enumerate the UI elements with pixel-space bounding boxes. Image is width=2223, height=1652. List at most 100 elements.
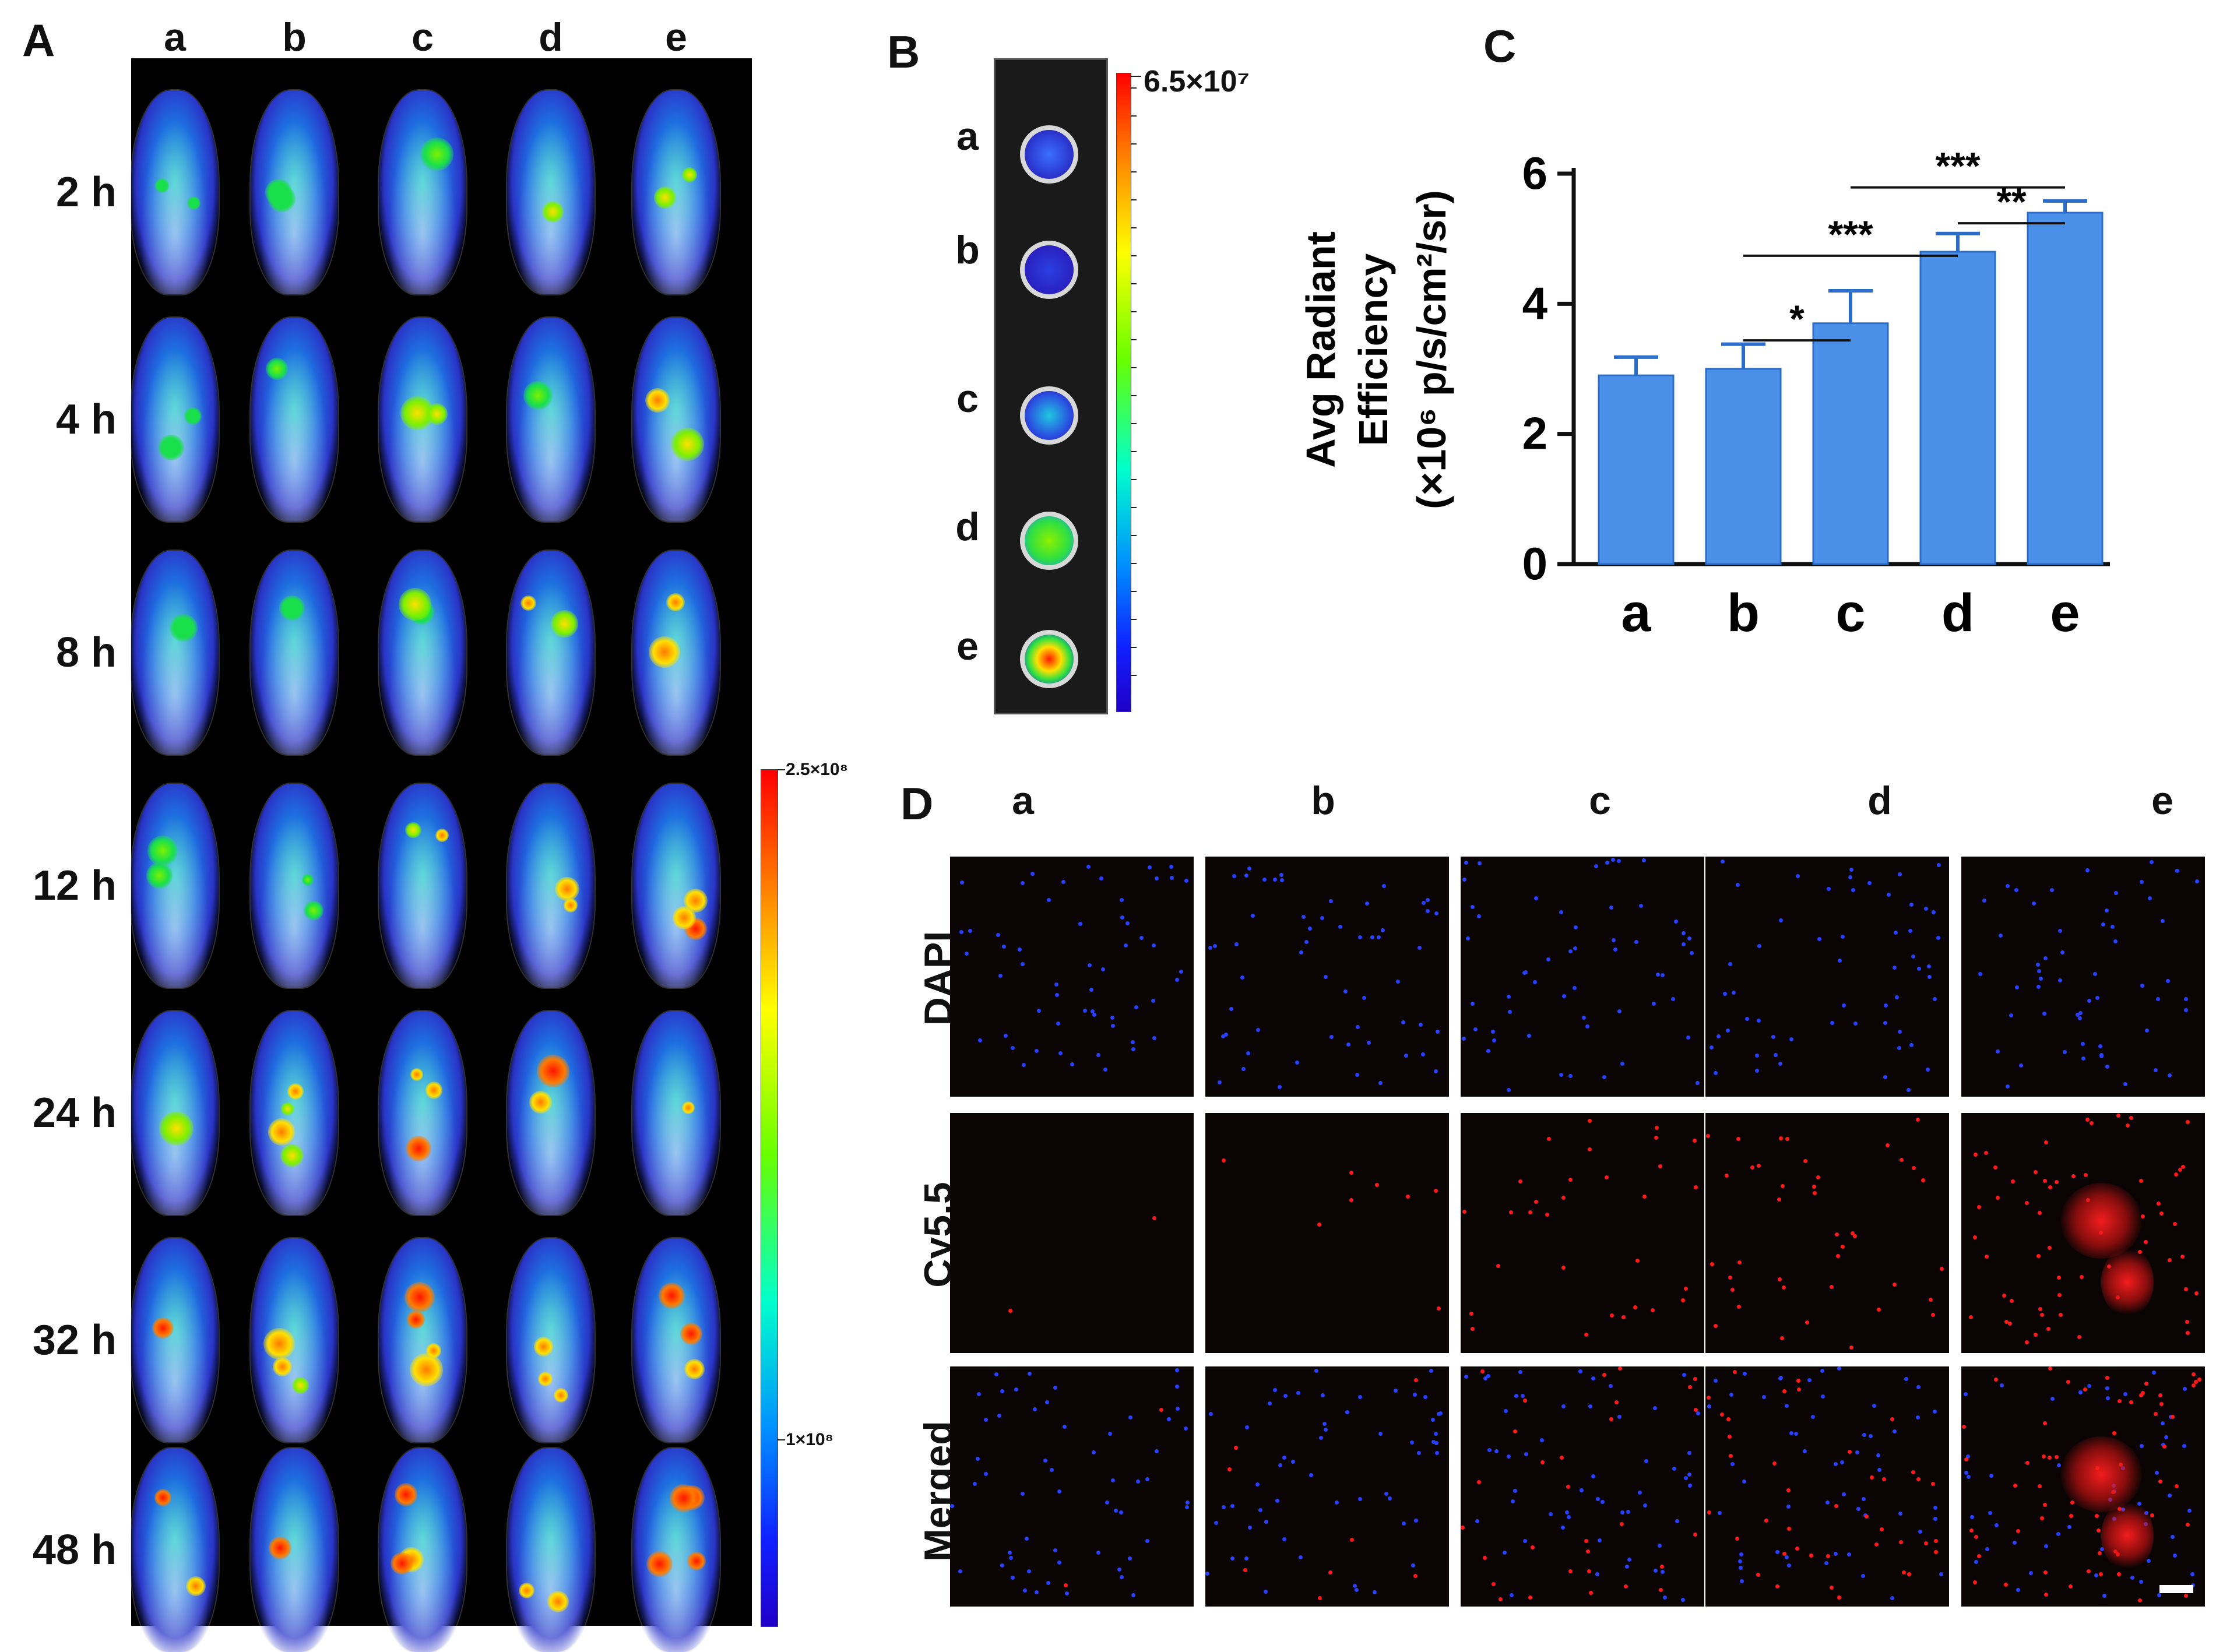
cy55-signal-dot (2016, 1528, 2021, 1533)
cy55-signal-dot (1587, 1569, 1591, 1573)
nucleus-dot (1521, 1393, 1525, 1398)
mouse-image (131, 1011, 219, 1215)
nucleus-dot (1272, 1387, 1277, 1392)
nucleus-dot (1078, 922, 1083, 927)
nucleus-dot (1978, 972, 1983, 977)
cy55-signal-dot (1848, 1450, 1852, 1454)
cy55-signal-dot (1939, 1266, 1944, 1271)
nucleus-dot (1789, 1037, 1793, 1041)
nucleus-dot (1262, 877, 1267, 882)
nucleus-dot (1602, 1075, 1607, 1080)
cy55-signal-dot (1243, 1568, 1248, 1573)
nucleus-dot (2147, 1558, 2151, 1563)
mouse-image (131, 784, 219, 988)
nucleus-dot (1123, 943, 1128, 947)
panelA-mouse-image-grid (131, 58, 752, 1652)
cy55-signal-dot (2025, 1460, 2029, 1465)
nucleus-dot (1010, 1576, 1015, 1580)
nucleus-dot (1404, 1054, 1409, 1058)
scale-tick (1131, 563, 1137, 564)
nucleus-dot (2078, 1390, 2083, 1395)
nucleus-dot (968, 928, 973, 933)
nucleus-dot (1096, 1053, 1100, 1058)
panelC-bar-chart: 0 2 4 6 Avg Radiant Efficiency (×10⁶ p/s/cm²/s… (1298, 145, 2110, 643)
nucleus-dot (1438, 1411, 1443, 1415)
nucleus-dot (1573, 946, 1578, 950)
scale-tick (1131, 171, 1137, 172)
cy55-signal-dot (2069, 1584, 2073, 1588)
nucleus-dot (1135, 1480, 1140, 1484)
panelA-timepoint-label: 4 h (55, 396, 117, 443)
nucleus-dot (2043, 956, 2048, 961)
nucleus-dot (1611, 938, 1616, 943)
nucleus-dot (1362, 996, 1367, 1001)
nucleus-dot (1608, 1384, 1613, 1389)
nucleus-dot (1687, 1473, 1692, 1477)
fluorescence-hotspot (425, 1082, 442, 1099)
cy55-signal-dot (1805, 1320, 1809, 1325)
fluorescence-hotspot (425, 403, 448, 425)
cy55-signal-dot (2185, 1320, 2190, 1325)
cy55-signal-dot (2024, 1200, 2029, 1205)
cy55-signal-dot (2185, 1522, 2190, 1527)
nucleus-dot (1381, 884, 1386, 889)
nucleus-dot (1932, 997, 1937, 1002)
nucleus-dot (1357, 1496, 1362, 1501)
nucleus-dot (1964, 1392, 1968, 1396)
nucleus-dot (1853, 1021, 1858, 1026)
nucleus-dot (1365, 901, 1370, 906)
scale-tick (1131, 423, 1137, 424)
nucleus-dot (1395, 980, 1400, 984)
nucleus-dot (1682, 1373, 1686, 1378)
y-tick-label: 0 (1522, 538, 1547, 589)
cy55-signal-dot (1546, 1136, 1551, 1141)
cy55-signal-dot (2117, 1572, 2122, 1576)
fluorescence-hotspot (409, 1352, 443, 1386)
nucleus-dot (1047, 898, 1051, 903)
nucleus-dot (1118, 1510, 1123, 1515)
nucleus-dot (1256, 1028, 1261, 1033)
cy55-signal-dot (2170, 1414, 2175, 1419)
microscopy-cell-image (1705, 1113, 1949, 1353)
mouse-image (507, 551, 595, 755)
cy55-signal-dot (2194, 1379, 2199, 1384)
nucleus-dot (1982, 899, 1987, 903)
cy55-signal-dot (2077, 1335, 2081, 1340)
panelA-color-scale (761, 769, 778, 1627)
nucleus-dot (2012, 1540, 2017, 1545)
nucleus-dot (1518, 1370, 1523, 1375)
mouse-image (632, 551, 720, 755)
cy55-signal-dot (2141, 1214, 2145, 1219)
cy55-signal-dot (1911, 1165, 1916, 1170)
nucleus-dot (1145, 1539, 1150, 1544)
cy55-signal-dot (1528, 1210, 1532, 1214)
mouse-image (632, 784, 720, 988)
fluorescence-hotspot (266, 358, 289, 381)
nucleus-dot (1757, 943, 1761, 948)
nucleus-dot (1090, 1009, 1095, 1013)
nucleus-dot (1154, 876, 1159, 880)
nucleus-dot (1387, 1496, 1392, 1500)
panel-label-c: C (1483, 20, 1517, 72)
nucleus-dot (1927, 964, 1932, 968)
cy55-signal-dot (2112, 1431, 2116, 1436)
nucleus-dot (1100, 967, 1105, 971)
cy55-signal-dot (1518, 1179, 1523, 1183)
nucleus-dot (1985, 1547, 1990, 1551)
nucleus-dot (2014, 985, 2019, 990)
cy55-signal-dot (1727, 1434, 1732, 1439)
nucleus-dot (1675, 1519, 1680, 1523)
cy55-signal-dot (1513, 1429, 1518, 1434)
nucleus-dot (1230, 1503, 1235, 1508)
fluorescence-hotspot (542, 200, 564, 223)
microscopy-cell-image (1205, 1366, 1449, 1607)
nucleus-dot (1687, 1484, 1692, 1488)
nucleus-dot (1674, 920, 1679, 924)
cy55-signal-dot (1688, 1385, 1693, 1389)
nucleus-dot (1366, 1041, 1371, 1045)
cy55-signal-dot (1221, 1158, 1226, 1163)
nucleus-dot (1773, 1053, 1778, 1058)
nucleus-dot (1212, 944, 1217, 949)
cy55-signal-dot (1374, 1183, 1379, 1188)
nucleus-dot (2105, 908, 2109, 913)
